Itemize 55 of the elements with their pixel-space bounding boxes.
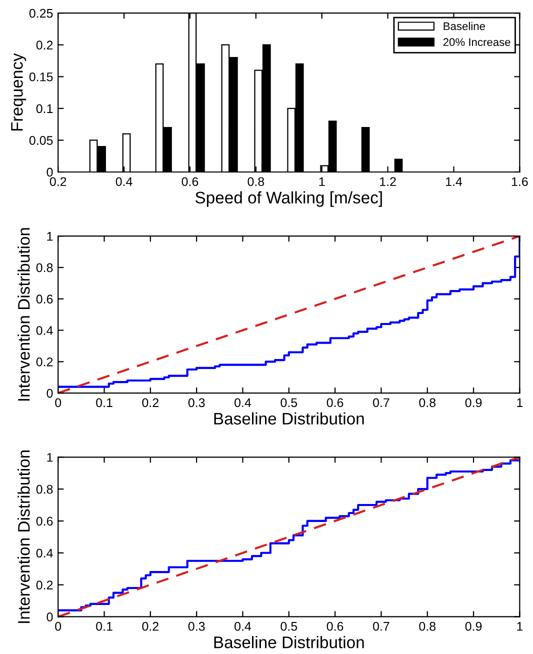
x-axis-title: Baseline Distribution xyxy=(214,636,364,648)
y-tick-label: 1 xyxy=(47,453,53,462)
y-tick-label: 0.2 xyxy=(36,580,53,590)
y-tick-label: 1 xyxy=(47,232,53,241)
x-tick-label: 1 xyxy=(517,398,523,407)
x-tick-label: 0.2 xyxy=(142,398,158,408)
x-tick-label: 0.3 xyxy=(188,398,205,408)
x-tick-label: 0.9 xyxy=(465,398,482,408)
y-tick-label: 0.2 xyxy=(36,40,53,50)
x-tick-label: 1.6 xyxy=(512,177,528,186)
y-tick-label: 0 xyxy=(46,612,53,622)
y-tick-label: 0.2 xyxy=(36,357,53,366)
x-tick-label: 0 xyxy=(55,398,62,408)
x-tick-label: 0.8 xyxy=(248,177,264,186)
y-tick-label: 0.6 xyxy=(36,294,53,304)
y-axis-title: Frequency xyxy=(11,53,26,131)
y-tick-label: 0 xyxy=(46,388,53,398)
x-tick-label: 0.4 xyxy=(234,622,252,631)
y-tick-label: 0.4 xyxy=(36,548,53,558)
legend-label: 20% Increase xyxy=(443,38,510,46)
y-tick-label: 0.4 xyxy=(36,326,53,335)
x-tick-label: 0.6 xyxy=(182,177,198,186)
x-tick-label: 0.8 xyxy=(419,622,436,631)
x-tick-label: 0.9 xyxy=(465,622,482,631)
x-tick-label: 0.6 xyxy=(326,622,344,631)
y-tick-label: 0.05 xyxy=(29,136,53,145)
y-axis-title: Intervention Distribution xyxy=(18,450,30,623)
x-tick-label: 0.5 xyxy=(280,622,298,631)
y-tick-label: 0.8 xyxy=(36,484,53,494)
y-tick-label: 0.1 xyxy=(36,104,53,114)
y-tick-label: 0.15 xyxy=(29,72,53,82)
x-tick-label: 0.5 xyxy=(280,398,298,408)
x-tick-label: 0.7 xyxy=(373,622,390,631)
x-tick-label: 1 xyxy=(319,177,325,186)
x-tick-label: 0.6 xyxy=(326,398,344,408)
x-axis-title: Baseline Distribution xyxy=(214,412,364,425)
x-tick-label: 0.1 xyxy=(96,398,112,408)
y-tick-label: 0.25 xyxy=(29,8,53,18)
x-tick-label: 0.7 xyxy=(373,398,390,408)
x-tick-label: 0.4 xyxy=(234,398,252,408)
x-axis-title: Speed of Walking [m/sec] xyxy=(195,191,382,207)
x-tick-label: 0 xyxy=(55,622,62,631)
x-tick-label: 1.4 xyxy=(446,177,462,186)
x-tick-label: 0.3 xyxy=(188,622,205,631)
y-tick-label: 0.8 xyxy=(36,263,53,272)
legend-label: Baseline xyxy=(444,22,485,30)
x-tick-label: 0.8 xyxy=(419,398,436,408)
x-tick-label: 0.2 xyxy=(142,622,158,631)
y-tick-label: 0 xyxy=(46,168,53,177)
y-axis-title: Intervention Distribution xyxy=(18,228,30,401)
x-tick-label: 0.4 xyxy=(116,177,132,186)
x-tick-label: 1 xyxy=(517,622,523,631)
y-tick-label: 0.6 xyxy=(36,516,53,526)
x-tick-label: 0.1 xyxy=(96,622,112,631)
x-tick-label: 1.2 xyxy=(380,177,396,186)
